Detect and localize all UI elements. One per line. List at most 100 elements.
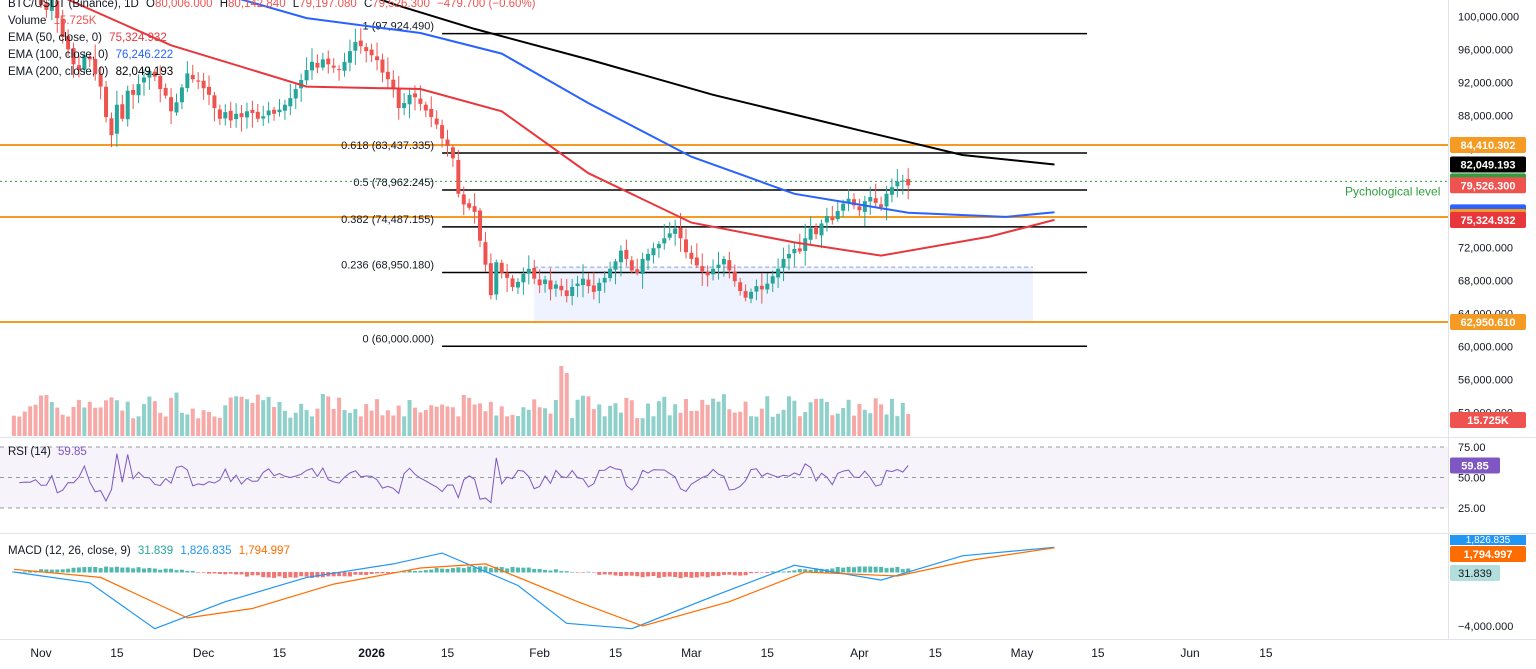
macd-histogram-bar xyxy=(667,572,672,577)
volume-bar xyxy=(17,416,22,436)
candle-body xyxy=(797,248,802,252)
volume-bar xyxy=(689,410,694,436)
fib-level-label: 1 (97,924.490) xyxy=(363,21,435,33)
time-axis-tick: 2026 xyxy=(358,646,385,660)
candle-body xyxy=(315,62,320,68)
macd-histogram-bar xyxy=(689,572,694,578)
volume-bar xyxy=(597,404,602,436)
volume-bar xyxy=(28,406,33,436)
macd-histogram-bar xyxy=(299,572,304,577)
volume-bar xyxy=(98,407,103,436)
macd-histogram-bar xyxy=(261,572,266,578)
macd-histogram-bar xyxy=(234,572,239,575)
macd-histogram-bar xyxy=(700,572,705,577)
volume-bar xyxy=(277,401,282,436)
volume-bar xyxy=(375,399,380,436)
volume-bar xyxy=(407,400,412,436)
ema100-value: 76,246.222 xyxy=(115,49,174,61)
macd-histogram-bar xyxy=(608,572,613,575)
candle-body xyxy=(841,203,846,211)
candle-body xyxy=(895,181,900,187)
volume-bar xyxy=(472,404,477,436)
volume-bar xyxy=(158,412,163,436)
volume-bar xyxy=(526,409,531,436)
macd-histogram-bar xyxy=(656,572,661,578)
volume-bar xyxy=(521,407,526,436)
rsi-badge xyxy=(1450,457,1500,474)
macd-signal-value: 1,794.997 xyxy=(238,545,290,557)
volume-bar xyxy=(808,402,813,436)
candle-body xyxy=(765,283,770,290)
volume-bar xyxy=(727,409,732,436)
volume-label: Volume xyxy=(8,15,47,27)
candle-body xyxy=(749,291,754,299)
candle-body xyxy=(884,193,889,207)
volume-bar xyxy=(353,409,358,436)
macd-histogram-bar xyxy=(223,572,228,575)
volume-bar xyxy=(76,399,81,436)
macd-histogram-bar xyxy=(445,568,450,573)
candle-body xyxy=(93,58,98,75)
macd-histogram-bar xyxy=(163,568,168,573)
volume-bar xyxy=(315,408,320,436)
volume-bar xyxy=(337,397,342,436)
macd-histogram-bar xyxy=(564,571,569,573)
volume-bar xyxy=(385,410,390,436)
macd-histogram-bar xyxy=(515,567,520,573)
volume-bar xyxy=(434,406,439,436)
signal-badge xyxy=(1450,546,1526,562)
fib-level-label: 0.236 (68,950.180) xyxy=(341,260,434,272)
candle-body xyxy=(396,88,401,109)
macd-histogram-bar xyxy=(201,572,206,573)
candle-body xyxy=(602,277,607,283)
candle-body xyxy=(678,227,683,239)
candle-body xyxy=(76,65,81,71)
candle-body xyxy=(423,104,428,111)
macd-histogram-bar xyxy=(456,567,461,573)
macd-histogram-bar xyxy=(841,567,846,573)
candle-body xyxy=(169,97,174,112)
macd-histogram-bar xyxy=(754,572,759,573)
volume-bar xyxy=(429,405,434,436)
volume-bar xyxy=(239,396,244,436)
macd-histogram-bar xyxy=(618,572,623,577)
candle-body xyxy=(261,116,266,119)
volume-bar xyxy=(543,408,548,436)
macd-histogram-bar xyxy=(732,572,737,576)
volume-bar xyxy=(900,402,905,436)
candle-body xyxy=(537,279,542,286)
volume-bar xyxy=(797,416,802,436)
volume-bar xyxy=(792,400,797,436)
candle-body xyxy=(488,263,493,296)
candle-body xyxy=(570,286,575,297)
macd-histogram-bar xyxy=(277,572,282,577)
macd-histogram-bar xyxy=(591,572,596,573)
macd-histogram-bar xyxy=(174,570,179,573)
macd-histogram-bar xyxy=(440,568,445,573)
macd-histogram-bar xyxy=(613,572,618,576)
candle-body xyxy=(852,199,856,206)
volume-bar xyxy=(889,398,894,436)
volume-bar xyxy=(694,410,699,436)
change-value: −479.700 (−0.60%) xyxy=(437,0,536,10)
volume-bar xyxy=(559,366,564,436)
candle-body xyxy=(207,86,212,95)
candle-body xyxy=(82,55,87,70)
volume-bar xyxy=(49,402,54,436)
macd-histogram-bar xyxy=(11,571,16,573)
macd-histogram-bar xyxy=(743,572,748,576)
volume-bar xyxy=(461,394,466,436)
volume-bar xyxy=(711,398,716,436)
macd-histogram-bar xyxy=(125,567,130,573)
candle-body xyxy=(44,3,49,10)
volume-bar xyxy=(478,403,483,436)
macd-histogram-bar xyxy=(808,569,813,573)
macd-histogram-bar xyxy=(87,567,92,573)
macd-histogram-bar xyxy=(98,568,103,573)
macd-histogram-bar xyxy=(835,567,840,573)
macd-histogram-bar xyxy=(169,568,174,573)
candle-body xyxy=(55,0,60,19)
candle-body xyxy=(347,51,352,63)
volume-bar xyxy=(136,416,141,436)
